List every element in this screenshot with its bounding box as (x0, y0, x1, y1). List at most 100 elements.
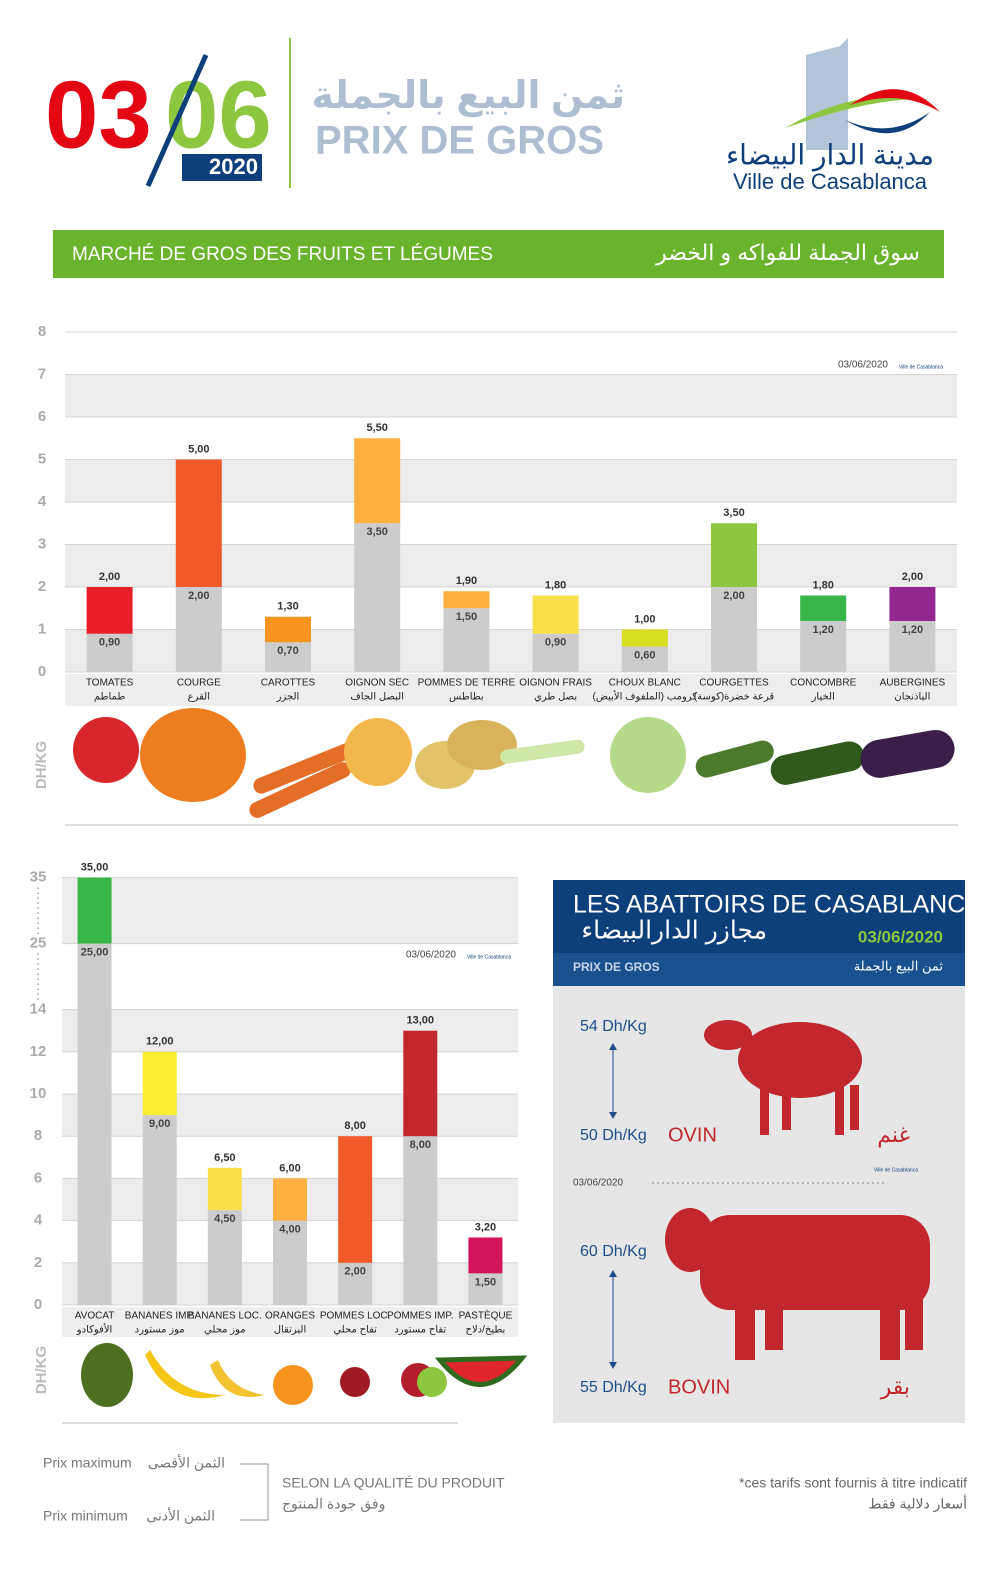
bar-min (621, 646, 668, 672)
cow-leg (880, 1290, 900, 1360)
y-tick-label: 5 (38, 450, 46, 467)
value-label-min: 1,20 (812, 624, 833, 636)
potato (447, 720, 517, 770)
bar-max (175, 459, 222, 587)
y-tick-label: 6 (38, 408, 46, 425)
value-label-max: 1,00 (634, 613, 655, 625)
sheep-leg (782, 1085, 791, 1130)
value-label-min: 4,50 (214, 1213, 235, 1225)
category-band (62, 1307, 518, 1337)
apple (340, 1367, 370, 1397)
value-label-max: 3,50 (723, 507, 744, 519)
bar-min (273, 1220, 307, 1305)
cow (665, 1208, 930, 1360)
bar-max (403, 1030, 438, 1137)
pumpkin (140, 708, 246, 802)
legend-bracket (240, 1463, 269, 1521)
ovin-ar: غنم (877, 1122, 910, 1148)
tomato (73, 717, 139, 783)
x-tick-label-ar: موز مستورد (135, 1325, 185, 1336)
date-month: 06 (165, 61, 272, 168)
bar-max (207, 1167, 242, 1211)
bar-max (711, 523, 757, 587)
x-tick-label: POMMES LOC. (320, 1311, 391, 1322)
value-label-max: 13,00 (407, 1015, 435, 1027)
y-tick-label: 8 (34, 1127, 42, 1144)
note-fr: *ces tarifs sont fournis à titre indicat… (739, 1475, 967, 1491)
abattoirs-subheader (553, 953, 965, 986)
bar-max (354, 438, 401, 524)
abattoirs-sub-fr: PRIX DE GROS (573, 960, 660, 974)
bar-max (86, 587, 133, 634)
x-tick-label-ar: تفاح محلي (333, 1325, 377, 1336)
legend-min-ar: الثمن الأدنى (146, 1507, 215, 1525)
x-tick-label: POMMES IMP. (387, 1311, 454, 1322)
x-tick-label: OIGNON FRAIS (519, 678, 592, 689)
bar-max (338, 1136, 373, 1263)
x-tick-label-ar: الخيار (811, 692, 835, 703)
value-label-max: 35,00 (81, 862, 109, 874)
cabbage (610, 717, 686, 793)
value-label-min: 2,00 (188, 590, 209, 602)
bar-max (468, 1237, 503, 1274)
carrot (253, 742, 357, 794)
quality-ar: وفق جودة المنتوج (282, 1496, 385, 1513)
logo-tower (806, 38, 848, 150)
value-label-min: 9,00 (149, 1118, 170, 1130)
x-tick-label-ar: الجزر (276, 692, 300, 703)
x-tick-label: COURGETTES (699, 678, 769, 689)
y-tick-label: 2 (34, 1254, 42, 1271)
sheep-leg (835, 1085, 844, 1135)
y-axis-label: DH/KG (33, 741, 50, 789)
y-tick-label: 7 (38, 365, 46, 382)
value-label-min: 1,20 (902, 624, 923, 636)
mini-logo: Ville de Casablanca (874, 1167, 918, 1173)
bovin-max: 60 Dh/Kg (580, 1243, 647, 1260)
vegetable-images (73, 708, 955, 818)
bar-min (889, 621, 936, 672)
avocado (81, 1343, 133, 1407)
bovin-fr: BOVIN (668, 1376, 730, 1398)
sheep-head (704, 1020, 752, 1050)
y-tick-label: 4 (34, 1212, 43, 1229)
apple (417, 1367, 447, 1397)
y-tick-label: 35 (30, 869, 47, 886)
y-tick-label: 12 (30, 1043, 47, 1060)
spring-onion (500, 739, 585, 764)
x-tick-label: BANANES IMP. (125, 1311, 195, 1322)
grid-band (62, 1094, 518, 1137)
bar-min (265, 642, 311, 672)
note-ar: أسعار دلالية فقط (869, 1495, 968, 1513)
x-tick-label: OIGNON SEC (345, 678, 409, 689)
y-tick-label: 2 (38, 578, 46, 595)
logo-ar: مدينة الدار البيضاء (726, 139, 934, 171)
chart-date: 03/06/2020 (838, 360, 888, 371)
x-tick-label: CONCOMBRE (790, 678, 856, 689)
onion (344, 718, 412, 786)
bar-min (532, 633, 579, 672)
mini-logo: Ville de Casablanca (467, 954, 511, 960)
abattoirs-header (553, 880, 965, 953)
x-tick-label: CAROTTES (261, 678, 316, 689)
y-tick-label: 0 (34, 1296, 42, 1313)
x-tick-label-ar: القرع (188, 692, 210, 703)
bovin-min: 55 Dh/Kg (580, 1379, 647, 1396)
legend-min: Prix minimum (43, 1508, 128, 1524)
bar-min (86, 633, 133, 672)
logo-swoosh (850, 89, 940, 112)
bar-max (142, 1051, 177, 1116)
x-tick-label: CHOUX BLANC (609, 678, 681, 689)
value-label-max: 6,00 (279, 1162, 300, 1174)
bar-min (338, 1262, 373, 1305)
x-tick-label: TOMATES (86, 678, 134, 689)
sheep (704, 1020, 862, 1135)
bar-min (354, 523, 401, 672)
cow-leg (735, 1290, 755, 1360)
carrot (249, 762, 351, 818)
legend-max: Prix maximum (43, 1455, 132, 1471)
bar-max (532, 595, 579, 634)
x-tick-label-ar: بطاطس (449, 692, 484, 703)
abattoirs-date: 03/06/2020 (858, 927, 943, 946)
value-label-min: 8,00 (410, 1139, 431, 1151)
logo-swoosh (845, 112, 930, 134)
